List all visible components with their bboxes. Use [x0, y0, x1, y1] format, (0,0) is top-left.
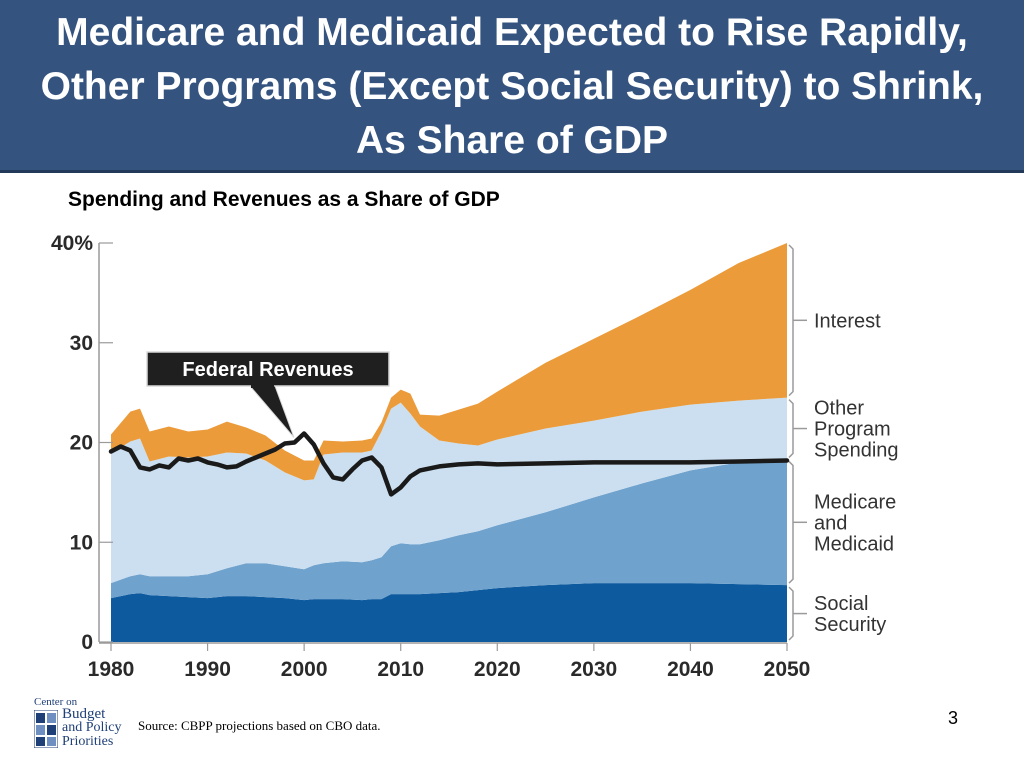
label-bracket [788, 244, 794, 397]
series-label-text: Interest [814, 310, 881, 332]
label-interest: Interest [788, 244, 881, 397]
title-band: Medicare and Medicaid Expected to Rise R… [0, 0, 1024, 173]
page-number: 3 [948, 708, 959, 728]
logo-center-text: Center on [34, 696, 78, 708]
x-tick-label: 2010 [377, 658, 424, 681]
area-other-program-spending [111, 397, 787, 584]
logo-mark-icon [34, 710, 58, 748]
logo-priorities-text: Priorities [62, 734, 114, 749]
callout-box [146, 351, 390, 387]
logo-policy-text: and Policy [62, 720, 122, 735]
series-labels: Social Security Medicare and Medicaid Other Pr… [788, 244, 899, 641]
x-tick-label: 2000 [281, 658, 328, 681]
y-tick-label: 40% [51, 232, 93, 255]
label-medicare-and-medicaid: Medicare and Medicaid [788, 460, 896, 584]
callout-pointer-join [251, 384, 274, 388]
y-tick-label: 20 [70, 432, 93, 455]
area-layers [111, 243, 787, 642]
x-tick-label: 2030 [570, 658, 617, 681]
callout-pointer [248, 385, 295, 438]
federal-revenues-callout: Federal Revenues [146, 351, 390, 438]
callout-label: Federal Revenues [182, 359, 353, 381]
source-note: Source: CBPP projections based on CBO da… [138, 718, 381, 733]
slide-title: Medicare and Medicaid Expected to Rise R… [40, 11, 984, 162]
y-tick-label: 30 [70, 332, 93, 355]
label-bracket [788, 399, 794, 458]
federal-revenues-line-group [108, 431, 790, 497]
label-bracket [788, 460, 794, 584]
label-other-program-spending: Other Program Spending [788, 398, 899, 462]
x-tick-label: 1990 [184, 658, 231, 681]
line-federal-revenues [108, 431, 790, 497]
cbpp-logo: Center on Budget and Policy Priorities [32, 696, 124, 752]
area-medicare-and-medicaid [111, 459, 787, 601]
area-social-security [111, 583, 787, 642]
x-tick-label: 2020 [474, 658, 521, 681]
y-tick-label: 10 [70, 531, 93, 554]
logo-budget-text: Budget [62, 706, 106, 722]
series-label-text: Other Program Spending [814, 398, 899, 462]
x-tick-label: 2040 [667, 658, 714, 681]
y-tick-label: 0 [81, 631, 93, 654]
series-label-text: Medicare and Medicaid [814, 491, 896, 555]
series-label-text: Social Security [814, 593, 886, 636]
x-tick-label: 1980 [88, 658, 135, 681]
x-tick-label: 2050 [764, 658, 811, 681]
label-bracket [788, 586, 794, 641]
chart-subtitle: Spending and Revenues as a Share of GDP [68, 188, 500, 211]
label-social-security: Social Security [788, 586, 886, 641]
